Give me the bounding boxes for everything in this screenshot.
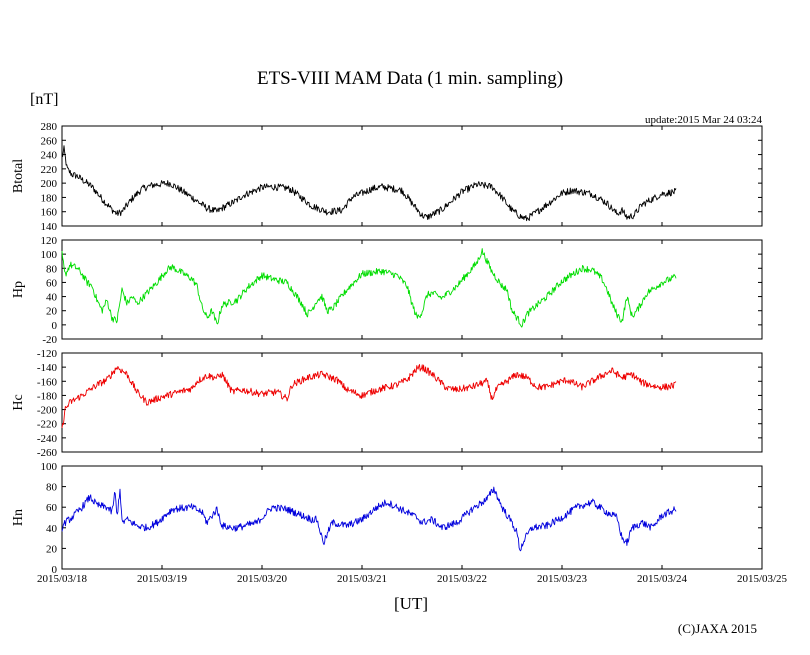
x-tick-label: 2015/03/24 bbox=[637, 573, 688, 585]
y-tick-label: 80 bbox=[46, 263, 58, 275]
panel-btotal: 280 260 240 220 200 180 160 140 Btotal bbox=[11, 121, 763, 233]
y-tick-label: 220 bbox=[41, 164, 58, 176]
x-axis-title: [UT] bbox=[394, 594, 428, 613]
y-tick-label: -180 bbox=[37, 390, 58, 402]
y-tick-label: 240 bbox=[41, 150, 58, 162]
panel-frame bbox=[61, 239, 763, 340]
copyright-text: (C)JAXA 2015 bbox=[678, 621, 757, 636]
y-tick-label: 160 bbox=[41, 207, 58, 219]
x-tick-label: 2015/03/22 bbox=[437, 573, 487, 585]
y-unit-label: [nT] bbox=[30, 91, 58, 108]
y-tick-label: -160 bbox=[37, 376, 58, 388]
y-tick-label: 0 bbox=[52, 564, 58, 576]
y-tick-label: 20 bbox=[46, 306, 58, 318]
x-tick-label: 2015/03/21 bbox=[337, 573, 387, 585]
y-tick-label: 20 bbox=[46, 543, 58, 555]
y-tick-label: 40 bbox=[46, 523, 58, 535]
series-line-hn bbox=[61, 486, 677, 552]
y-tick-label: 100 bbox=[41, 461, 58, 473]
x-tick-label: 2015/03/23 bbox=[537, 573, 588, 585]
update-timestamp: update:2015 Mar 24 03:24 bbox=[645, 114, 763, 126]
series-line-hp bbox=[61, 248, 677, 328]
y-tick-label: -240 bbox=[37, 433, 58, 445]
panel-hn: 100 80 60 40 20 0 Hn bbox=[11, 461, 763, 576]
y-tick-label: 140 bbox=[41, 221, 58, 233]
series-line-btotal bbox=[61, 145, 677, 222]
y-tick-label: -120 bbox=[37, 348, 58, 360]
y-tick-label: -140 bbox=[37, 362, 58, 374]
panel-label-hp: Hp bbox=[11, 281, 26, 298]
x-axis-ticks: 2015/03/18 2015/03/19 2015/03/20 2015/03/21… bbox=[37, 573, 788, 585]
panel-label-hn: Hn bbox=[11, 509, 26, 526]
y-tick-label: 60 bbox=[46, 277, 58, 289]
panel-hp: 120 100 80 60 40 20 0 -20 Hp bbox=[11, 235, 763, 346]
y-tick-label: -200 bbox=[37, 405, 58, 417]
y-tick-label: 260 bbox=[41, 135, 58, 147]
y-tick-label: 80 bbox=[46, 482, 58, 494]
x-tick-label: 2015/03/25 bbox=[737, 573, 788, 585]
y-tick-label: 60 bbox=[46, 502, 58, 514]
panel-frame bbox=[61, 465, 763, 570]
y-tick-label: 120 bbox=[41, 235, 58, 247]
y-tick-label: 0 bbox=[52, 320, 58, 332]
y-tick-label: 200 bbox=[41, 178, 58, 190]
panel-label-hc: Hc bbox=[11, 394, 26, 410]
panels: 280260240220200180160140Btotal1201008060… bbox=[11, 121, 763, 576]
x-tick-label: 2015/03/18 bbox=[37, 573, 88, 585]
panel-frame bbox=[61, 125, 763, 227]
series-line-hc bbox=[61, 364, 677, 428]
x-tick-label: 2015/03/19 bbox=[137, 573, 188, 585]
chart-title: ETS-VIII MAM Data (1 min. sampling) bbox=[257, 68, 563, 89]
y-tick-label: -220 bbox=[37, 419, 58, 431]
panel-label-btotal: Btotal bbox=[11, 159, 26, 193]
y-tick-label: -260 bbox=[37, 447, 58, 459]
y-tick-label: 280 bbox=[41, 121, 58, 133]
panel-frame bbox=[61, 352, 763, 453]
y-tick-label: 180 bbox=[41, 192, 58, 204]
y-tick-label: 40 bbox=[46, 292, 58, 304]
y-tick-label: -20 bbox=[42, 334, 57, 346]
x-tick-label: 2015/03/20 bbox=[237, 573, 288, 585]
y-tick-label: 100 bbox=[41, 249, 58, 261]
panel-hc: -120 -140 -160 -180 -200 -220 -240 -260 Hc bbox=[11, 348, 763, 459]
